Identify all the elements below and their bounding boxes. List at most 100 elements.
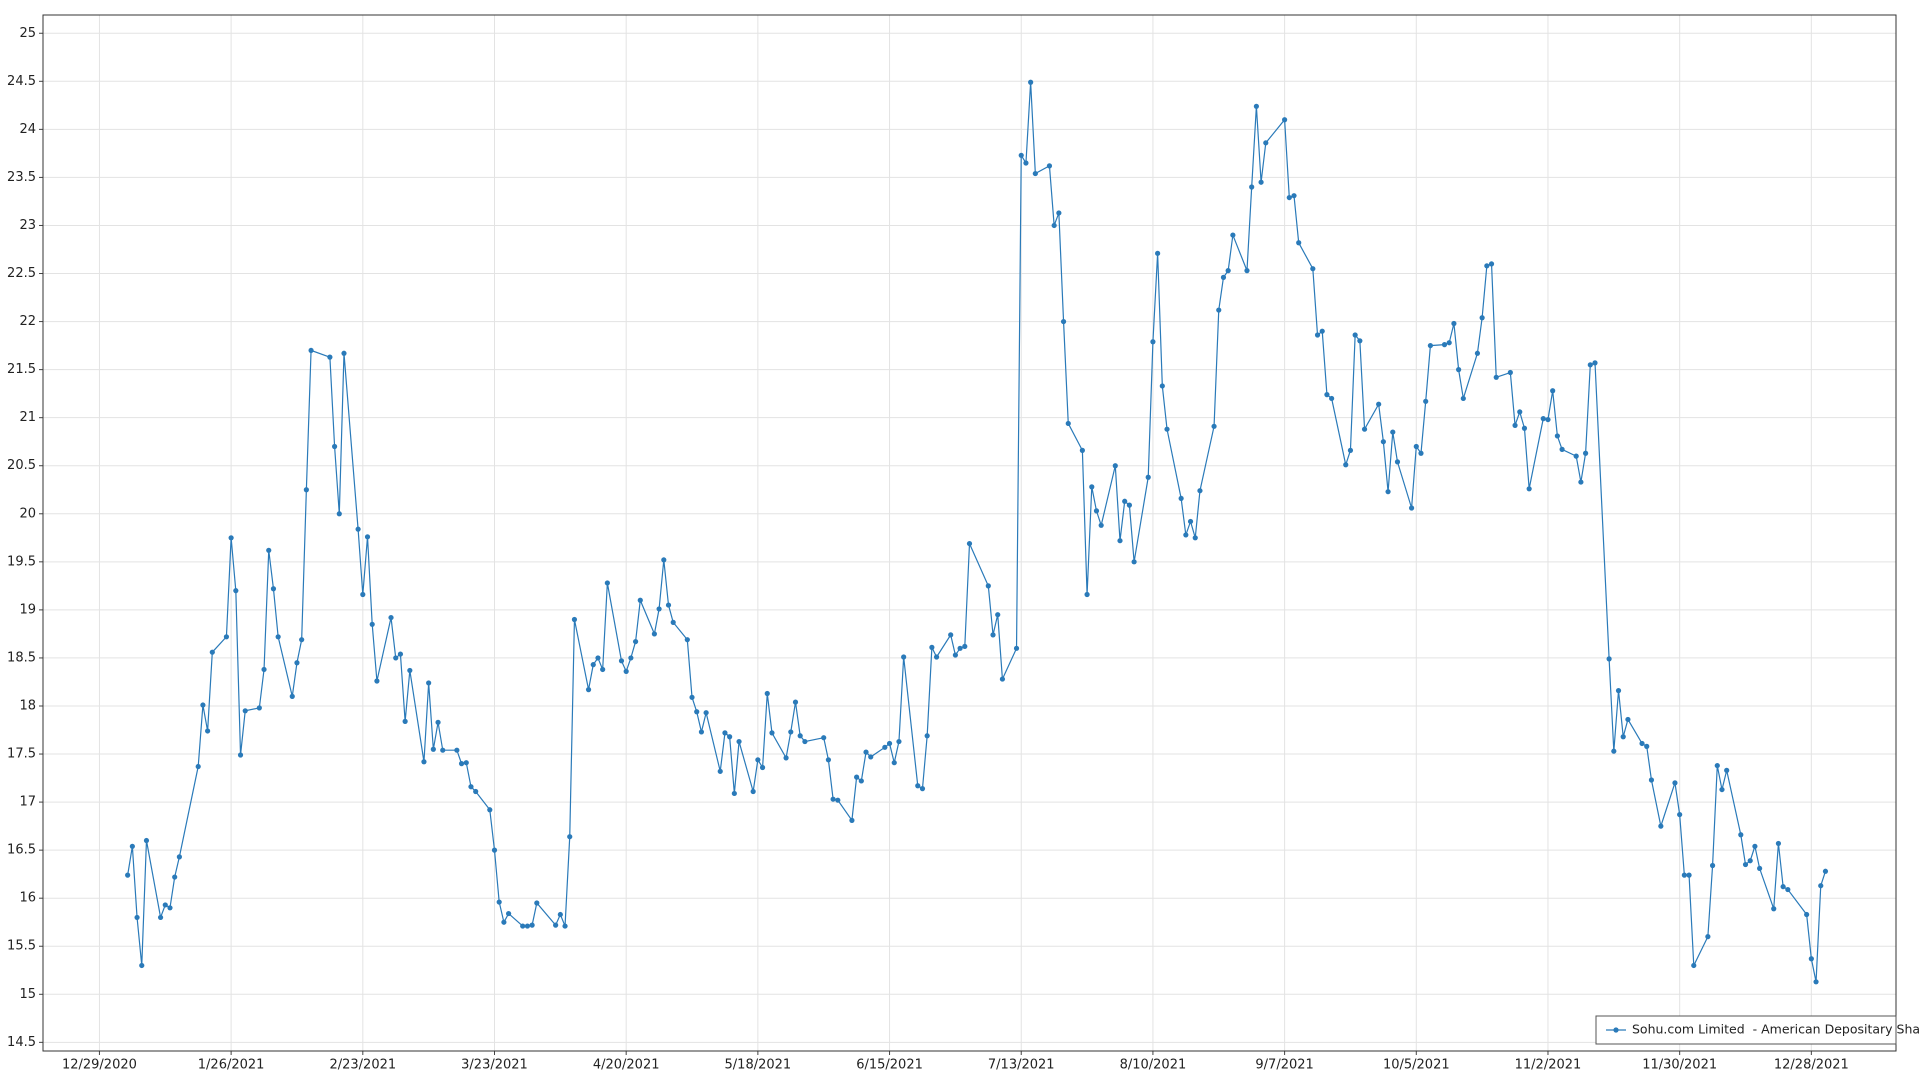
data-point <box>468 784 474 790</box>
data-point <box>223 634 230 640</box>
data-point <box>491 847 498 853</box>
x-tick-label: 5/18/2021 <box>725 1058 792 1073</box>
data-point <box>360 591 366 598</box>
data-point <box>999 676 1006 682</box>
data-point <box>585 687 592 693</box>
data-point <box>176 854 182 860</box>
data-point <box>308 347 314 354</box>
data-point <box>764 690 770 697</box>
x-tick-label: 4/20/2021 <box>593 1058 660 1073</box>
data-point <box>1738 832 1744 838</box>
data-point <box>797 733 803 739</box>
data-point <box>1220 274 1227 280</box>
y-tick-label: 21.5 <box>7 362 36 377</box>
data-point <box>388 614 394 621</box>
data-point <box>473 788 479 795</box>
data-point <box>1324 392 1330 398</box>
data-point <box>270 586 277 592</box>
data-point <box>1456 367 1462 373</box>
data-point <box>1380 439 1386 445</box>
data-point <box>1329 395 1335 402</box>
data-point <box>1225 268 1231 274</box>
y-tick-label: 22 <box>19 314 36 329</box>
data-point <box>618 658 625 664</box>
data-point <box>331 443 338 450</box>
data-point <box>1060 318 1067 325</box>
data-point <box>1089 484 1095 490</box>
data-point <box>129 843 135 849</box>
data-point <box>426 680 432 686</box>
y-tick-label: 20 <box>19 506 36 521</box>
data-point <box>369 621 375 627</box>
data-point <box>289 693 295 699</box>
data-point <box>501 919 507 925</box>
data-point <box>868 754 874 760</box>
data-point <box>632 638 639 645</box>
data-point <box>717 768 723 774</box>
data-point <box>1474 350 1481 356</box>
legend-box <box>1595 1015 1897 1045</box>
data-point <box>628 655 634 661</box>
data-point <box>689 694 695 700</box>
data-point <box>1451 320 1457 327</box>
data-point <box>1488 261 1495 267</box>
data-point <box>1056 210 1062 216</box>
data-point <box>694 709 700 715</box>
data-point <box>228 535 234 541</box>
data-point <box>1423 398 1429 404</box>
data-point <box>750 788 756 795</box>
data-point <box>1441 342 1448 348</box>
data-point <box>788 729 794 735</box>
data-point <box>553 922 559 928</box>
data-point <box>1079 447 1085 453</box>
data-point <box>1418 450 1424 456</box>
data-point <box>1785 886 1791 893</box>
data-point <box>966 540 973 547</box>
data-point <box>1714 762 1720 769</box>
y-tick-label: 24 <box>19 122 36 137</box>
data-point <box>1517 409 1523 415</box>
data-point <box>1479 315 1485 321</box>
data-point <box>736 738 742 745</box>
data-point <box>1211 423 1217 429</box>
data-point <box>1526 486 1532 492</box>
data-point <box>1677 811 1683 818</box>
data-point <box>1117 538 1123 544</box>
data-point <box>520 923 526 929</box>
data-point <box>849 817 855 823</box>
x-tick-label: 8/10/2021 <box>1120 1058 1187 1073</box>
y-tick-label: 19.5 <box>7 554 36 569</box>
data-point <box>134 914 140 921</box>
data-point <box>722 730 728 736</box>
x-tick-label: 10/5/2021 <box>1383 1058 1450 1073</box>
data-point <box>1282 117 1288 123</box>
data-point <box>143 837 150 844</box>
x-tick-label: 11/30/2021 <box>1642 1058 1717 1073</box>
data-point <box>590 662 596 668</box>
data-point <box>421 759 427 765</box>
data-point <box>1427 342 1433 349</box>
data-point <box>1230 232 1236 238</box>
data-point <box>1813 979 1819 985</box>
data-point <box>783 755 789 761</box>
y-tick-label: 21 <box>19 410 36 425</box>
data-point <box>1343 462 1349 468</box>
data-point <box>233 588 239 594</box>
data-point <box>1808 956 1814 962</box>
data-point <box>336 511 342 517</box>
data-point <box>1314 332 1321 338</box>
data-point <box>529 922 535 928</box>
data-point <box>487 807 493 813</box>
data-point <box>458 761 465 767</box>
data-point <box>1484 263 1490 269</box>
data-point <box>506 910 512 917</box>
x-tick-label: 7/13/2021 <box>988 1058 1055 1073</box>
data-point <box>1249 184 1255 190</box>
y-tick-label: 16.5 <box>7 843 36 858</box>
data-point <box>1253 103 1259 109</box>
data-point <box>1065 420 1071 427</box>
data-point <box>1747 858 1753 864</box>
data-point <box>924 733 930 739</box>
legend-marker <box>1613 1027 1619 1033</box>
